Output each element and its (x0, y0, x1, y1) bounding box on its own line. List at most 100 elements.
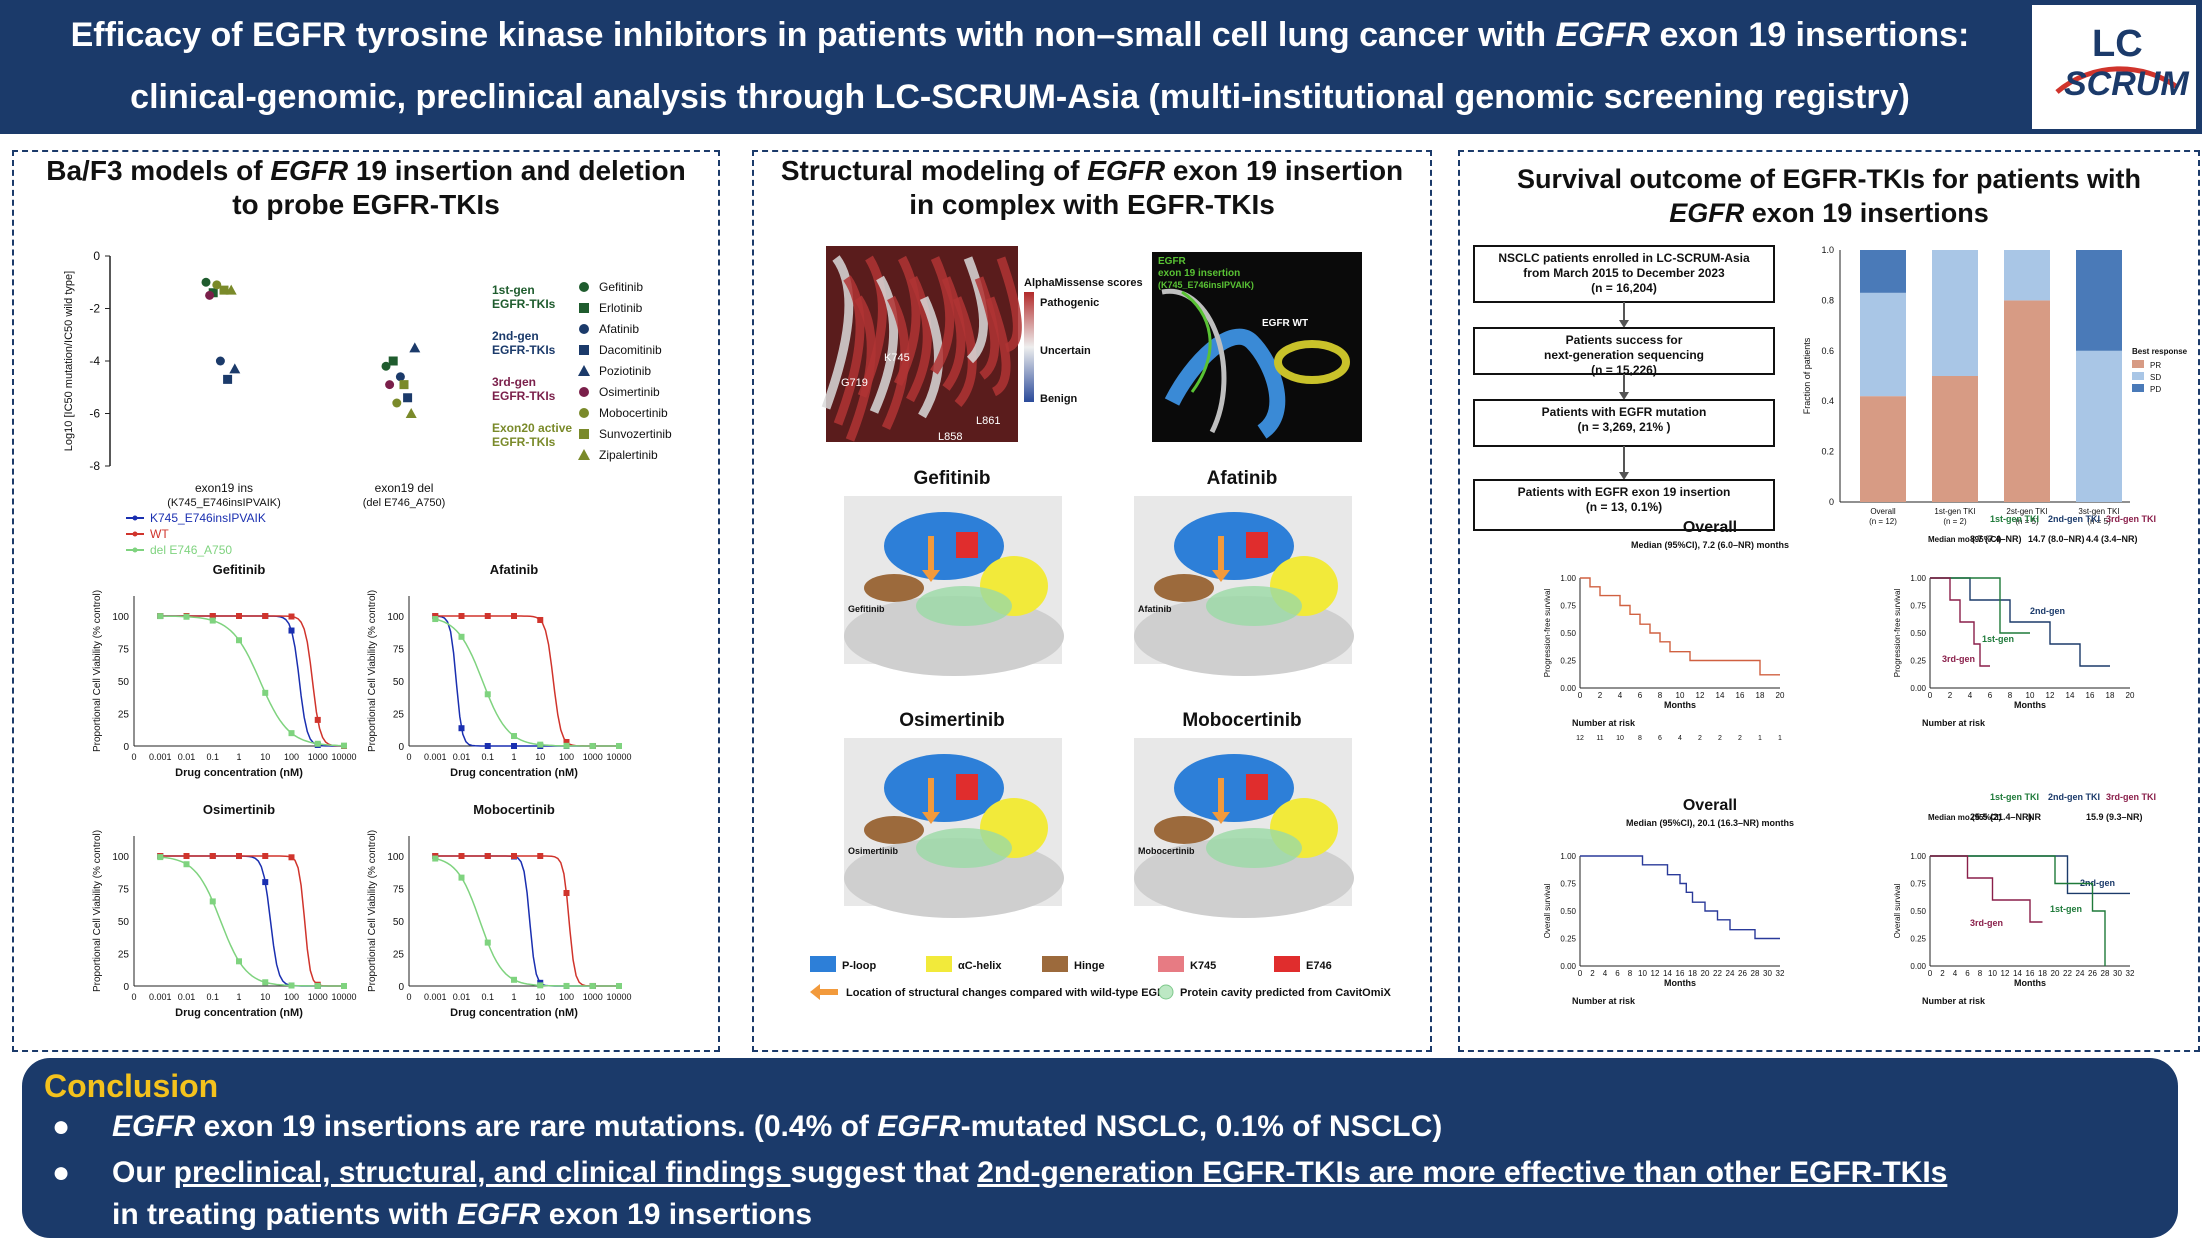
legend-drug-marker (578, 365, 590, 376)
km-x-tick-label: 18 (1688, 969, 1697, 978)
km-x-label: Months (1664, 700, 1696, 710)
km-x-tick-label: 0 (1928, 969, 1933, 978)
flow-text: (n = 3,269, 21% ) (1577, 420, 1670, 434)
legend-label: E746 (1306, 960, 1332, 972)
km-y-label: Progression-free survival (1543, 589, 1552, 678)
dr-x-tick-label: 100 (284, 992, 299, 1002)
km-x-tick-label: 16 (2026, 969, 2035, 978)
km-x-tick-label: 18 (2038, 969, 2047, 978)
dr-x-tick-label: 0.01 (178, 992, 196, 1002)
surface-drug-label: Gefitinib (848, 604, 885, 614)
dr-y-label: Proportional Cell Viability (% control) (92, 590, 103, 752)
scatter-y-label: Log10 [IC50 mutation/IC50 wild type] (63, 271, 75, 451)
dose-response-point (458, 853, 465, 859)
dr-x-tick-label: 10 (260, 752, 270, 762)
dose-response-point (511, 733, 517, 740)
dr-x-tick-label: 0.01 (178, 752, 196, 762)
dose-response-title: Osimertinib (203, 802, 275, 817)
scatter-point (399, 380, 409, 390)
dose-response-point (589, 742, 596, 749)
dr-x-tick-label: 0.001 (149, 992, 172, 1002)
dose-response-point (288, 613, 295, 620)
dr-x-tick-label: 0.01 (453, 992, 471, 1002)
dose-response-point (537, 616, 544, 623)
bar-x-label-sub: (n = 5) (2015, 517, 2039, 526)
flow-text: (n = 15,226) (1591, 363, 1657, 377)
scatter-point (405, 408, 417, 418)
legend-drug-name: Osimertinib (599, 385, 660, 399)
km-x-tick-label: 12 (1651, 969, 1660, 978)
km-x-tick-label: 22 (1713, 969, 1722, 978)
km-y-label: Progression-free survival (1893, 589, 1902, 678)
km-y-tick-label: 0.25 (1560, 935, 1576, 944)
dose-response-point (537, 853, 544, 860)
km-x-tick-label: 30 (1763, 969, 1772, 978)
scatter-y-tick-label: -4 (89, 354, 100, 368)
surface-drug-label: Mobocertinib (1138, 846, 1195, 856)
km-curve (1930, 855, 2106, 966)
dose-response-point (563, 742, 570, 749)
km-x-tick-label: 2 (1940, 969, 1945, 978)
dose-response-point (458, 633, 465, 640)
residue-label: K745 (884, 352, 910, 364)
legend-drug-marker (579, 324, 589, 334)
dr-y-tick-label: 75 (393, 645, 405, 656)
km-x-tick-label: 20 (2126, 691, 2135, 700)
dr-y-tick-label: 25 (393, 710, 405, 721)
km-x-tick-label: 14 (1663, 969, 1672, 978)
panel-left-title-line2: to probe EGFR-TKIs (232, 189, 500, 220)
dose-response-point (484, 613, 491, 619)
panel-baf3-models: Ba/F3 models of EGFR 19 insertion and de… (12, 150, 720, 1052)
bar-x-label: 3st-gen TKI (2078, 507, 2119, 516)
bar-legend-swatch (2132, 372, 2144, 380)
km-x-tick-label: 6 (1615, 969, 1620, 978)
ribbon-strand (930, 256, 955, 375)
km-x-tick-label: 14 (2013, 969, 2022, 978)
bullet-dot-1: ● (52, 1110, 71, 1143)
legend-drug-marker (579, 387, 589, 397)
dr-y-label: Proportional Cell Viability (% control) (367, 830, 378, 992)
dr-x-tick-label: 1000 (583, 992, 603, 1002)
dose-response-point (183, 613, 190, 620)
km-x-tick-label: 4 (1968, 691, 1973, 700)
km-x-tick-label: 10 (1676, 691, 1685, 700)
dose-response-point (262, 613, 269, 620)
km-median-value: 25.5 (21.4–NR) (1970, 812, 2032, 822)
km-risk-count: 6 (1658, 735, 1662, 742)
legend-group-name: Exon20 active (492, 421, 572, 435)
flow-text: NSCLC patients enrolled in LC-SCRUM-Asia (1498, 251, 1750, 265)
bar-x-label: Overall (1870, 507, 1896, 516)
residue-label: L861 (976, 415, 1000, 427)
flow-text: Patients success for (1566, 333, 1683, 347)
dr-y-label: Proportional Cell Viability (% control) (92, 830, 103, 992)
km-y-tick-label: 0.75 (1560, 602, 1576, 611)
flow-text: (n = 13, 0.1%) (1586, 500, 1662, 514)
helix-yellow (1274, 340, 1350, 384)
legend-drug-name: Sunvozertinib (599, 427, 672, 441)
surface-ploop (884, 754, 1004, 822)
legend-group-sub: EGFR-TKIs (492, 435, 556, 449)
km-x-label: Months (2014, 978, 2046, 988)
dr-x-tick-label: 10000 (331, 992, 356, 1002)
poster-title-line1: Efficacy of EGFR tyrosine kinase inhibit… (70, 16, 1970, 54)
surface-grey (1134, 838, 1354, 918)
dose-response-point (236, 637, 242, 644)
beta-strand-blue (1164, 328, 1286, 439)
ribbon-strand (857, 255, 887, 398)
km-risk-count: 1 (1758, 735, 1762, 742)
km-x-tick-label: 12 (2046, 691, 2055, 700)
overlay-wt-label: EGFR WT (1262, 318, 1308, 329)
dose-response-point (458, 613, 465, 619)
dose-response-point (511, 976, 517, 983)
dose-response-curve (160, 855, 344, 987)
curve-legend-name: WT (150, 527, 169, 541)
km-x-tick-label: 16 (1676, 969, 1685, 978)
km-y-tick-label: 0.75 (1910, 602, 1926, 611)
legend-swatch (1042, 956, 1068, 972)
km-risk-count: 1 (1778, 735, 1782, 742)
dose-response-point (511, 613, 517, 620)
dose-response-point (341, 982, 347, 989)
scatter-point (388, 356, 398, 366)
legend-drug-name: Poziotinib (599, 364, 651, 378)
